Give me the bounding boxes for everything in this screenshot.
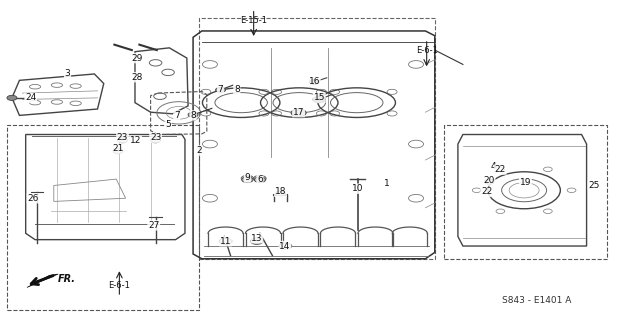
Text: 23: 23 bbox=[117, 133, 128, 142]
Text: 5: 5 bbox=[165, 120, 171, 130]
Text: FR.: FR. bbox=[58, 275, 76, 284]
Circle shape bbox=[254, 177, 265, 183]
Text: 14: 14 bbox=[279, 242, 290, 251]
Text: 21: 21 bbox=[113, 144, 124, 153]
Text: 2: 2 bbox=[197, 146, 202, 155]
Text: 12: 12 bbox=[130, 136, 141, 145]
Text: 22: 22 bbox=[481, 188, 492, 196]
Text: 11: 11 bbox=[220, 237, 231, 246]
Circle shape bbox=[188, 112, 198, 117]
Circle shape bbox=[313, 96, 326, 103]
Text: E-6-1: E-6-1 bbox=[416, 46, 438, 55]
Circle shape bbox=[279, 243, 292, 249]
Text: 6: 6 bbox=[257, 175, 263, 184]
Text: 8: 8 bbox=[234, 85, 240, 94]
Text: 28: 28 bbox=[131, 73, 143, 82]
Circle shape bbox=[242, 177, 253, 183]
Text: 18: 18 bbox=[275, 188, 286, 196]
Bar bbox=[7, 125, 199, 310]
Bar bbox=[444, 125, 607, 259]
Circle shape bbox=[7, 95, 17, 100]
Text: 8: 8 bbox=[190, 111, 196, 120]
Circle shape bbox=[314, 97, 325, 102]
Text: 7: 7 bbox=[174, 111, 180, 120]
Circle shape bbox=[118, 138, 128, 143]
Text: 1: 1 bbox=[384, 180, 389, 188]
Circle shape bbox=[215, 87, 225, 92]
Text: 15: 15 bbox=[314, 93, 325, 102]
Polygon shape bbox=[27, 274, 58, 287]
Circle shape bbox=[241, 175, 254, 182]
Circle shape bbox=[113, 148, 123, 154]
Circle shape bbox=[484, 179, 494, 184]
Text: 3: 3 bbox=[64, 69, 70, 78]
Text: 26: 26 bbox=[28, 194, 39, 203]
Text: 10: 10 bbox=[352, 184, 364, 193]
Text: E-15-1: E-15-1 bbox=[240, 16, 267, 25]
Circle shape bbox=[219, 238, 232, 244]
Text: 20: 20 bbox=[483, 176, 495, 185]
Circle shape bbox=[291, 109, 306, 117]
Circle shape bbox=[250, 238, 263, 244]
Text: 13: 13 bbox=[251, 234, 262, 243]
Text: 9: 9 bbox=[245, 173, 250, 182]
Circle shape bbox=[309, 79, 319, 84]
Text: S843 - E1401 A: S843 - E1401 A bbox=[502, 296, 572, 305]
Text: 22: 22 bbox=[495, 165, 506, 174]
Text: 25: 25 bbox=[588, 181, 600, 190]
Text: 7: 7 bbox=[218, 85, 223, 94]
Bar bbox=[199, 18, 435, 259]
Circle shape bbox=[254, 175, 266, 182]
Text: 29: 29 bbox=[131, 53, 143, 62]
Text: 4: 4 bbox=[490, 162, 496, 171]
Circle shape bbox=[275, 191, 285, 196]
Text: 27: 27 bbox=[148, 221, 160, 230]
Text: 16: 16 bbox=[309, 77, 320, 86]
Text: E-6-1: E-6-1 bbox=[108, 281, 130, 290]
Text: 24: 24 bbox=[25, 93, 36, 102]
Text: 17: 17 bbox=[293, 108, 304, 117]
Text: 23: 23 bbox=[150, 133, 162, 142]
Text: 19: 19 bbox=[520, 178, 531, 187]
Circle shape bbox=[151, 138, 161, 143]
